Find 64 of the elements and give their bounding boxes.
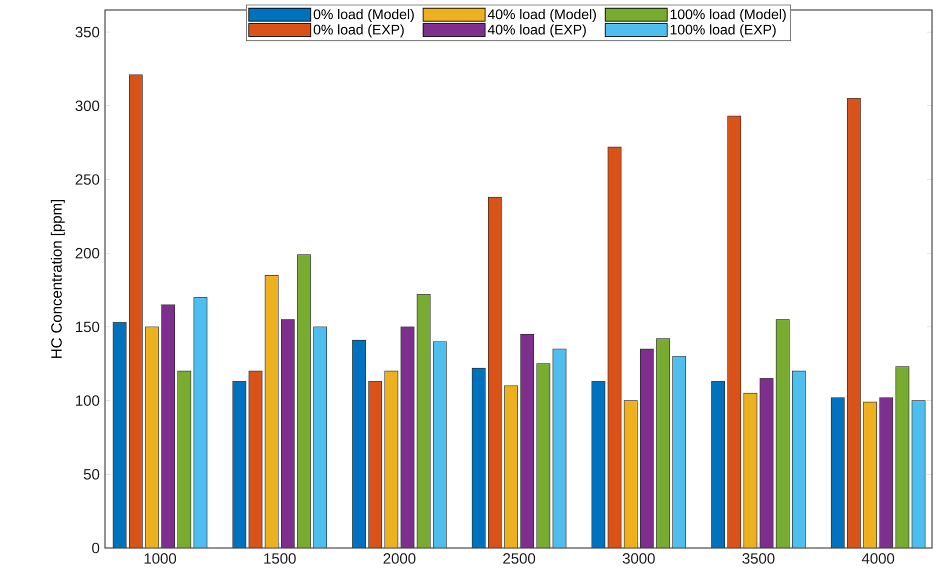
y-tick-label: 50 [84,468,100,480]
bar [232,381,246,548]
bar [863,402,877,548]
bar [400,326,414,548]
bar [672,356,686,548]
bar [145,326,159,548]
bar [520,334,534,548]
bar [504,386,518,548]
bar [177,370,192,548]
bar [112,322,127,548]
legend-label: 0% load (EXP) [314,24,404,38]
x-tick-label: 3500 [742,553,774,564]
legend-label: 0% load (Model) [314,8,414,22]
bar [248,370,262,548]
bar [656,338,670,548]
bar [552,348,566,548]
bar [128,74,143,548]
y-tick-label: 100 [76,395,100,406]
bar [472,368,486,548]
bar [830,397,845,548]
x-tick-label: 2500 [503,553,536,564]
bar [194,297,208,548]
bar [416,294,431,548]
bar [297,254,311,548]
legend-label: 40% load (Model) [488,8,596,22]
x-tick-label: 1000 [144,553,176,564]
bar [624,400,638,548]
bar [896,366,910,548]
y-tick-label: 150 [76,322,100,332]
bar [264,275,279,548]
y-tick-label: 250 [76,174,100,185]
bar [640,348,654,548]
bar [592,381,606,548]
y-tick-label: 300 [75,100,100,112]
bar [879,397,894,548]
bar [536,363,550,548]
bar [744,392,758,548]
x-tick-label: 4000 [862,553,894,564]
y-tick-label: 0 [92,542,100,554]
bar [352,340,366,548]
bar [912,400,926,548]
bar [368,381,382,548]
bar [792,370,806,548]
legend-label: 100% load (Model) [670,8,786,22]
bar [760,378,774,548]
bar [711,381,725,548]
bar [488,196,502,548]
bar [280,319,295,548]
bar [432,341,447,548]
bar [776,319,790,548]
legend-label: 40% load (EXP) [488,24,586,38]
legend-label: 100% load (EXP) [670,24,776,38]
y-tick-label: 350 [75,26,100,38]
y-tick-label: 200 [76,248,100,258]
bar [161,304,176,548]
x-tick-label: 3000 [622,553,655,564]
bar [384,370,398,548]
bar [727,116,742,548]
bar [847,98,861,548]
bar [313,326,328,548]
y-axis-title: HC Concentration [ppm] [50,200,65,358]
x-tick-label: 1500 [264,553,296,564]
bar [608,146,622,548]
x-tick-label: 2000 [384,553,416,564]
